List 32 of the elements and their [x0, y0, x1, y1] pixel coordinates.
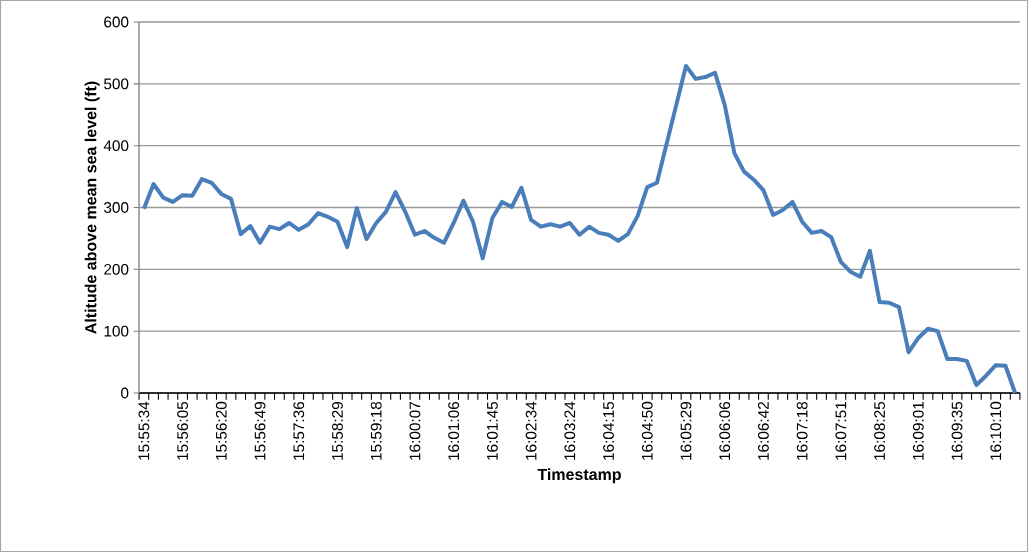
x-axis-title: Timestamp	[537, 468, 621, 484]
x-tick-label: 16:08:25	[874, 401, 886, 460]
y-tick-label: 100	[104, 325, 129, 337]
y-tick-label: 600	[104, 16, 129, 28]
x-tick-label: 15:56:05	[177, 401, 189, 460]
x-tick-label: 15:58:29	[332, 402, 343, 460]
x-tick-label: 16:10:10	[990, 401, 1002, 460]
y-tick-label: 400	[103, 140, 129, 152]
x-tick-label: 15:57:36	[293, 401, 305, 460]
y-tick-label: 0	[121, 387, 129, 399]
x-tick-label: 16:06:42	[757, 402, 769, 460]
x-tick-label: 15:59:18	[370, 401, 382, 460]
x-tick-label: 16:06:06	[719, 401, 731, 460]
x-tick-label: 15:55:34	[138, 401, 150, 460]
x-tick-label: 16:02:34	[525, 401, 537, 460]
x-tick-label: 16:09:35	[951, 401, 963, 460]
y-tick-label: 500	[104, 78, 129, 90]
x-tick-label: 16:04:15	[603, 401, 614, 460]
x-tick-label: 15:56:20	[215, 401, 227, 460]
x-tick-label: 16:03:24	[564, 401, 576, 460]
x-tick-label: 16:09:01	[912, 402, 924, 460]
y-axis-title: Altitude above mean sea level (ft)	[84, 81, 100, 334]
x-tick-label: 16:04:50	[641, 401, 653, 460]
x-tick-label: 16:00:07	[409, 402, 421, 460]
x-tick-label: 16:05:29	[680, 402, 692, 460]
y-tick-label: 200	[104, 263, 129, 275]
x-tick-label: 16:07:18	[796, 401, 808, 460]
x-tick-label: 15:56:49	[254, 402, 266, 460]
x-tick-label: 16:07:51	[835, 402, 847, 460]
x-tick-label: 16:01:45	[486, 401, 498, 460]
x-tick-label: 16:01:06	[448, 401, 460, 460]
y-tick-label: 300	[103, 202, 129, 213]
